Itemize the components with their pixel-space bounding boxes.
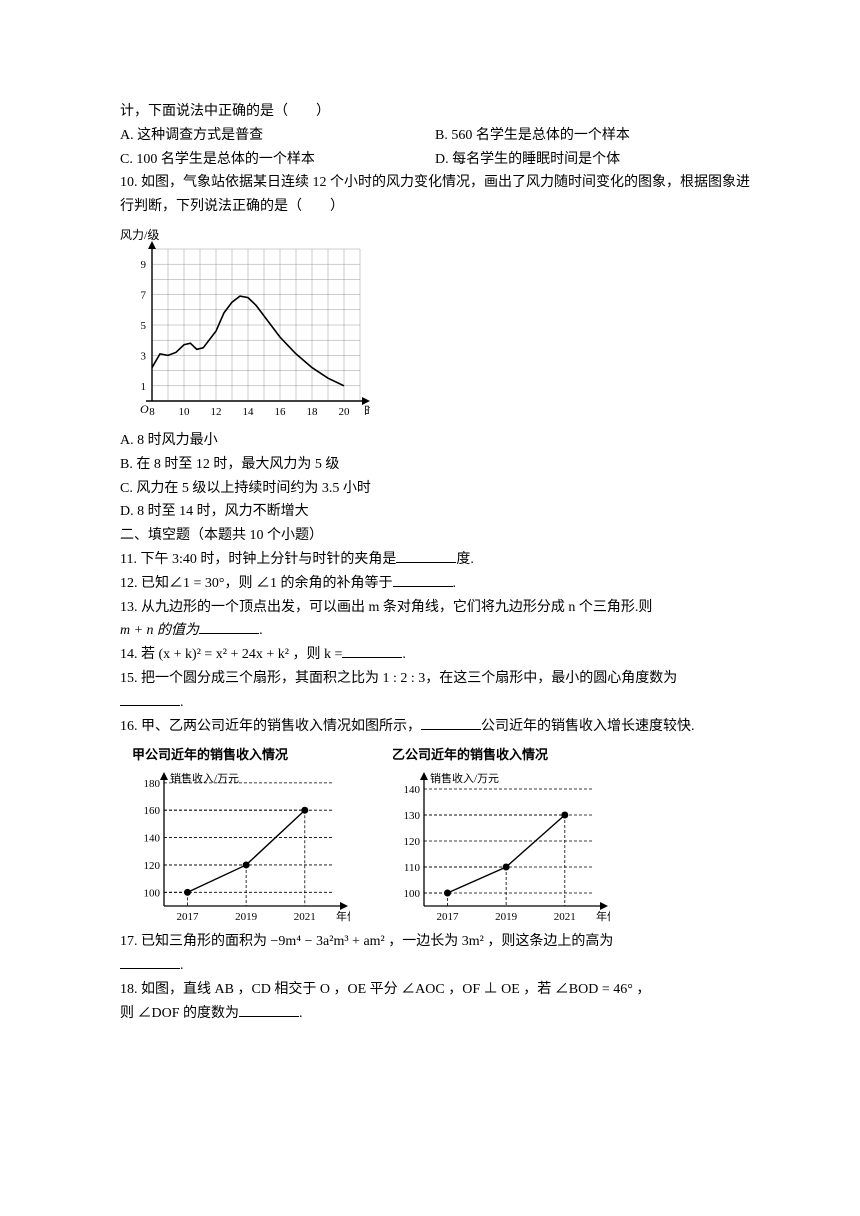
- q13-l2-pre: m + n 的值为: [120, 623, 199, 638]
- svg-text:9: 9: [141, 259, 147, 271]
- q14-pre: 14. 若 (x + k)² = x² + 24x + k² ，则 k =: [120, 647, 342, 662]
- q10-stem: 10. 如图，气象站依据某日连续 12 个小时的风力变化情况，画出了风力随时间变…: [120, 171, 750, 219]
- svg-text:180: 180: [144, 778, 161, 790]
- q18-l2-post: .: [299, 1006, 303, 1021]
- q16-blank[interactable]: [421, 715, 481, 730]
- sales-chart-a: 销售收入/万元100120140160180201720192021年份: [120, 768, 350, 928]
- q12-blank[interactable]: [393, 572, 453, 587]
- page-content: 计，下面说法中正确的是（ ） A. 这种调查方式是普查 B. 560 名学生是总…: [0, 0, 860, 1066]
- q18-l2-pre: 则 ∠DOF 的度数为: [120, 1006, 239, 1021]
- svg-text:16: 16: [275, 406, 287, 418]
- svg-text:18: 18: [307, 406, 319, 418]
- q11: 11. 下午 3:40 时，时钟上分针与时针的夹角是 度.: [120, 548, 750, 572]
- svg-text:2021: 2021: [554, 911, 576, 923]
- q17-l2-post: .: [180, 958, 184, 973]
- q17-l1: 17. 已知三角形的面积为 −9m⁴ − 3a²m³ + am² ，一边长为 3…: [120, 930, 750, 954]
- q14-post: .: [402, 647, 406, 662]
- q16-post: 公司近年的销售收入增长速度较快.: [481, 719, 695, 734]
- q9-optB: B. 560 名学生是总体的一个样本: [435, 124, 750, 148]
- svg-text:140: 140: [144, 833, 161, 845]
- svg-text:2017: 2017: [176, 911, 199, 923]
- svg-text:5: 5: [141, 320, 147, 332]
- svg-text:时间/时: 时间/时: [364, 404, 370, 418]
- svg-text:110: 110: [404, 862, 421, 874]
- svg-text:12: 12: [211, 406, 222, 418]
- q14-blank[interactable]: [342, 643, 402, 658]
- svg-text:2019: 2019: [235, 911, 258, 923]
- q12-post: .: [453, 576, 457, 591]
- q17-l2: .: [120, 954, 750, 978]
- q11-blank[interactable]: [396, 548, 456, 563]
- svg-text:20: 20: [339, 406, 351, 418]
- svg-text:2017: 2017: [436, 911, 459, 923]
- q15-l2: .: [120, 691, 750, 715]
- q12: 12. 已知∠1 = 30°，则 ∠1 的余角的补角等于.: [120, 572, 750, 596]
- svg-text:100: 100: [144, 888, 161, 900]
- section2-title: 二、填空题（本题共 10 个小题）: [120, 524, 750, 548]
- svg-text:120: 120: [144, 860, 161, 872]
- q10-optA: A. 8 时风力最小: [120, 429, 750, 453]
- q16-chartA-title: 甲公司近年的销售收入情况: [120, 744, 350, 766]
- svg-text:120: 120: [404, 836, 421, 848]
- q9-optA: A. 这种调查方式是普查: [120, 124, 435, 148]
- q15-l2-post: .: [180, 695, 184, 710]
- svg-text:年份: 年份: [596, 909, 610, 923]
- svg-text:3: 3: [141, 350, 147, 362]
- q9-optC: C. 100 名学生是总体的一个样本: [120, 148, 435, 172]
- q12-pre: 12. 已知∠1 = 30°，则 ∠1 的余角的补角等于: [120, 576, 393, 591]
- svg-text:160: 160: [144, 806, 161, 818]
- q18-l1: 18. 如图，直线 AB ，CD 相交于 O ，OE 平分 ∠AOC ，OF ⊥…: [120, 978, 750, 1002]
- q17-blank[interactable]: [120, 954, 180, 969]
- q13-l2-post: .: [259, 623, 263, 638]
- q16-pre: 16. 甲、乙两公司近年的销售收入情况如图所示，: [120, 719, 421, 734]
- q11-post: 度.: [456, 552, 474, 567]
- q10-optB: B. 在 8 时至 12 时，最大风力为 5 级: [120, 453, 750, 477]
- svg-text:2019: 2019: [495, 911, 517, 923]
- svg-text:7: 7: [141, 290, 147, 302]
- svg-text:风力/级: 风力/级: [120, 228, 159, 242]
- q18-l2: 则 ∠DOF 的度数为.: [120, 1002, 750, 1026]
- svg-text:销售收入/万元: 销售收入/万元: [430, 771, 499, 785]
- svg-text:100: 100: [404, 888, 421, 900]
- q14: 14. 若 (x + k)² = x² + 24x + k² ，则 k =.: [120, 643, 750, 667]
- svg-text:8: 8: [149, 406, 155, 418]
- svg-text:10: 10: [179, 406, 191, 418]
- q9-options-row1: A. 这种调查方式是普查 B. 560 名学生是总体的一个样本: [120, 124, 750, 148]
- q15-blank[interactable]: [120, 691, 180, 706]
- q9-optD: D. 每名学生的睡眠时间是个体: [435, 148, 750, 172]
- svg-text:130: 130: [404, 810, 421, 822]
- svg-text:2021: 2021: [294, 911, 316, 923]
- wind-chart-svg: 风力/级 1 3 5 7 9 8 10 12 14 16 18 20 O 时间/时: [120, 225, 370, 425]
- q10-optD: D. 8 时至 14 时，风力不断增大: [120, 500, 750, 524]
- svg-text:140: 140: [404, 784, 421, 796]
- sales-chart-b: 销售收入/万元 100 110 120 130 140 2017 2019 2021 年份: [380, 768, 610, 928]
- q16-chartA-wrap: 甲公司近年的销售收入情况 销售收入/万元10012014016018020172…: [120, 744, 350, 928]
- q11-pre: 11. 下午 3:40 时，时钟上分针与时针的夹角是: [120, 552, 396, 567]
- q13-l1: 13. 从九边形的一个顶点出发，可以画出 m 条对角线，它们将九边形分成 n 个…: [120, 596, 750, 620]
- q16-charts: 甲公司近年的销售收入情况 销售收入/万元 100 120 140 160 180 2017 2…: [120, 744, 750, 928]
- q16: 16. 甲、乙两公司近年的销售收入情况如图所示， 公司近年的销售收入增长速度较快.: [120, 715, 750, 739]
- q15-l1: 15. 把一个圆分成三个扇形，其面积之比为 1 : 2 : 3，在这三个扇形中，…: [120, 667, 750, 691]
- q16-chartB-title: 乙公司近年的销售收入情况: [380, 744, 610, 766]
- q10-optC: C. 风力在 5 级以上持续时间约为 3.5 小时: [120, 477, 750, 501]
- q16-chartB-wrap: 乙公司近年的销售收入情况 销售收入/万元 100 110 120 130 140 2017 2…: [380, 744, 610, 928]
- q18-blank[interactable]: [239, 1002, 299, 1017]
- svg-text:1: 1: [141, 381, 147, 393]
- q9-options-row2: C. 100 名学生是总体的一个样本 D. 每名学生的睡眠时间是个体: [120, 148, 750, 172]
- svg-text:14: 14: [243, 406, 255, 418]
- svg-text:年份: 年份: [336, 909, 350, 923]
- q13-l2: m + n 的值为.: [120, 619, 750, 643]
- q9-stem: 计，下面说法中正确的是（ ）: [120, 100, 750, 124]
- q10-chart: 风力/级 1 3 5 7 9 8 10 12 14 16 18 20 O 时间/时: [120, 225, 750, 425]
- q13-blank[interactable]: [199, 619, 259, 634]
- svg-text:O: O: [140, 402, 149, 416]
